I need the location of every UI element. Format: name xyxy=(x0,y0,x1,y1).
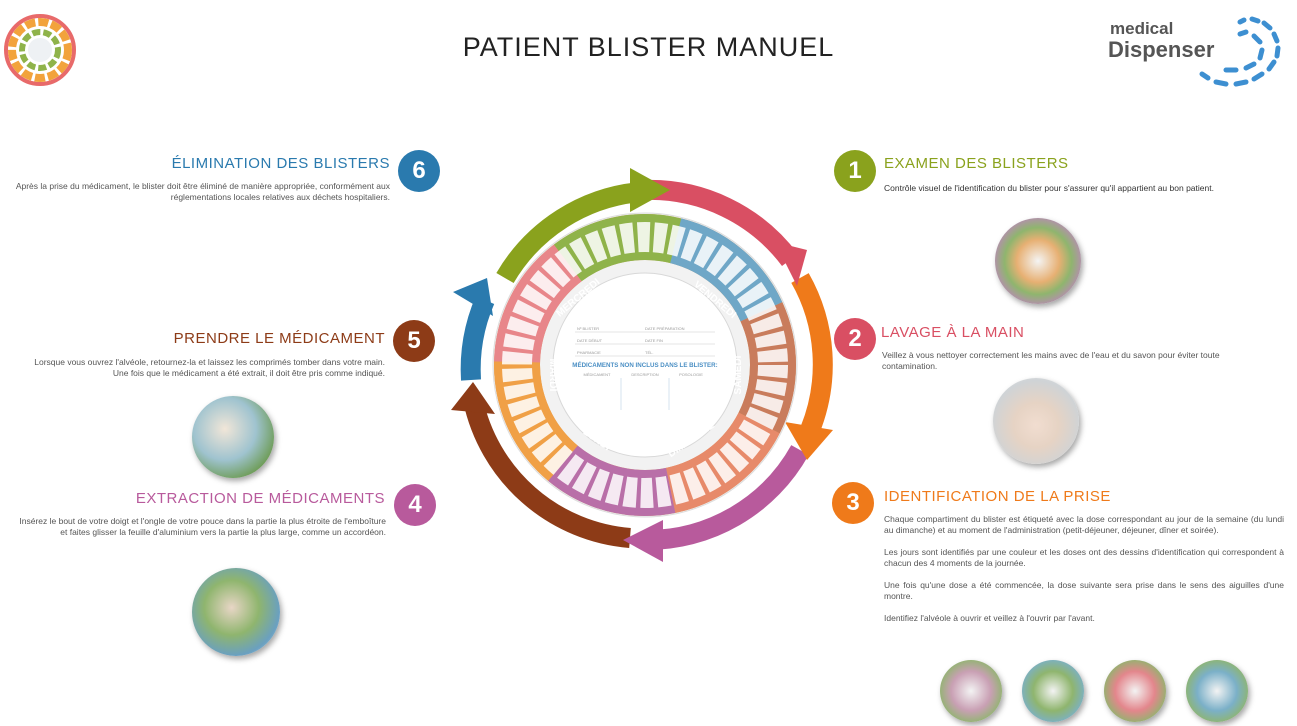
brand-line1: medical xyxy=(1110,19,1174,38)
step6-title: ÉLIMINATION DES BLISTERS xyxy=(171,155,390,172)
step2-photo xyxy=(993,378,1079,464)
disc-center-info: Nº BLISTER DATE PRÉPARATION DATE DÉBUT D… xyxy=(572,326,718,410)
day-label-mardi: MARDI xyxy=(547,359,558,392)
step3-photo-2 xyxy=(1022,660,1084,722)
center-field-5: PHARMACIE xyxy=(577,350,601,355)
step3-text: Chaque compartiment du blister est étiqu… xyxy=(884,514,1284,624)
step2-title: LAVAGE À LA MAIN xyxy=(881,324,1025,341)
step4-text: Insérez le bout de votre doigt et l'ongl… xyxy=(19,516,386,537)
brand-logo: medical Dispenser xyxy=(1108,16,1288,96)
page-title: PATIENT BLISTER MANUEL xyxy=(462,32,835,62)
step3-paragraph-1: Chaque compartiment du blister est étiqu… xyxy=(884,514,1284,535)
center-field-3: DATE DÉBUT xyxy=(577,338,603,343)
step4-photo xyxy=(192,568,280,656)
blister-disc xyxy=(492,212,798,518)
step1-number-badge: 1 xyxy=(834,150,876,192)
arrow-step5 xyxy=(463,397,631,548)
step6-text: Après la prise du médicament, le blister… xyxy=(15,181,390,202)
step1-photo xyxy=(995,218,1081,304)
step4-title: EXTRACTION DE MÉDICAMENTS xyxy=(135,490,385,507)
center-col-3: POSOLOGIE xyxy=(679,372,703,377)
step4-number-badge: 4 xyxy=(394,484,436,526)
day-label-samedi: SAMEDI xyxy=(733,355,744,394)
blister-wheel-diagram: Nº BLISTER DATE PRÉPARATION DATE DÉBUT D… xyxy=(451,168,833,562)
step5-photo xyxy=(192,396,274,478)
step3-title: IDENTIFICATION DE LA PRISE xyxy=(884,488,1111,505)
arrow-step3 xyxy=(791,273,833,434)
center-title: MÉDICAMENTS NON INCLUS DANS LE BLISTER: xyxy=(572,361,717,369)
center-col-1: MÉDICAMENT xyxy=(584,372,611,377)
step2-number-badge: 2 xyxy=(834,318,876,360)
arrow-heads xyxy=(451,168,833,562)
arrow-step4 xyxy=(644,445,809,551)
step5-title: PRENDRE LE MÉDICAMENT xyxy=(173,330,385,347)
step3-paragraph-2: Les jours sont identifiés par une couleu… xyxy=(884,547,1284,568)
step6-number-badge: 6 xyxy=(398,150,440,192)
step1-text: Contrôle visuel de l'identification du b… xyxy=(884,183,1214,193)
step3-photo-1 xyxy=(940,660,1002,722)
center-col-2: DESCRIPTION xyxy=(631,372,658,377)
center-field-2: DATE PRÉPARATION xyxy=(645,326,685,331)
brand-swirl-icon xyxy=(1199,16,1281,87)
step3-number-badge: 3 xyxy=(832,482,874,524)
center-field-4: DATE FIN xyxy=(645,338,663,343)
arrow-step1 xyxy=(496,182,642,284)
step5-number-badge: 5 xyxy=(393,320,435,362)
day-label-jeudi: JEUDI xyxy=(630,275,660,286)
mini-wheel-logo xyxy=(4,14,76,86)
arrow-step6 xyxy=(460,296,495,381)
step3-paragraph-4: Identifiez l'alvéole à ouvrir et veillez… xyxy=(884,613,1095,623)
step1-title: EXAMEN DES BLISTERS xyxy=(884,155,1069,172)
brand-line2: Dispenser xyxy=(1108,37,1215,62)
step3-photo-4 xyxy=(1186,660,1248,722)
step3-paragraph-3: Une fois qu'une dose a été commencée, la… xyxy=(884,580,1284,601)
step3-photo-3 xyxy=(1104,660,1166,722)
center-field-6: TÉL. xyxy=(645,350,653,355)
mini-wheel-icon xyxy=(4,14,76,86)
center-field-1: Nº BLISTER xyxy=(577,326,599,331)
step5-text: Lorsque vous ouvrez l'alvéole, retournez… xyxy=(34,357,385,378)
step2-text: Veillez à vous nettoyer correctement les… xyxy=(882,350,1220,371)
